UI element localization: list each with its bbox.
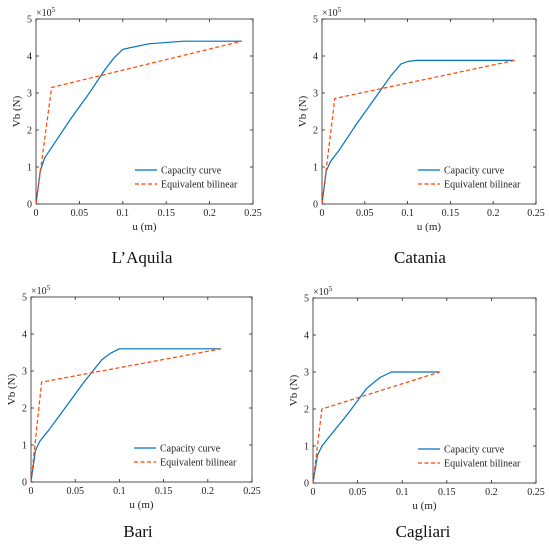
y-tick-label: 2	[22, 404, 27, 415]
x-tick-label: 0.05	[349, 487, 367, 498]
x-tick-label: 0.05	[356, 208, 374, 219]
y-multiplier-exponent: 5	[338, 5, 342, 14]
x-tick-label: 0.1	[396, 487, 409, 498]
legend-label: Capacity curve	[444, 166, 505, 177]
y-tick-label: 2	[304, 405, 309, 416]
plot-frame	[30, 296, 253, 483]
caption-cagliari: Cagliari	[395, 522, 451, 541]
y-multiplier: ×105	[36, 5, 56, 19]
y-tick-label: 4	[27, 52, 32, 63]
y-tick-label: 0	[27, 200, 32, 211]
x-tick-label: 0.2	[485, 487, 498, 498]
x-tick-label: 0.15	[442, 208, 460, 219]
x-axis-label: u (m)	[129, 499, 153, 511]
y-tick-label: 4	[304, 331, 309, 342]
x-tick-label: 0.05	[71, 208, 89, 219]
x-tick-label: 0	[34, 208, 39, 219]
x-tick-label: 0	[311, 487, 316, 498]
x-tick-label: 0	[320, 208, 325, 219]
x-tick-label: 0.25	[243, 486, 261, 497]
y-tick-label: 1	[27, 163, 32, 174]
x-axis-label: u (m)	[417, 221, 441, 233]
legend-label: Equivalent bilinear	[444, 180, 521, 191]
x-tick-label: 0.1	[117, 208, 130, 219]
y-multiplier: ×105	[31, 283, 51, 297]
x-tick-label: 0.25	[527, 487, 545, 498]
caption-laquila: L’Aquila	[111, 248, 173, 267]
legend: Capacity curve Equivalent bilinear	[418, 445, 521, 470]
x-tick-label: 0.25	[527, 208, 545, 219]
legend-label: Capacity curve	[160, 444, 221, 455]
legend-label: Equivalent bilinear	[444, 459, 521, 470]
y-axis-label: Vb (N)	[288, 374, 300, 406]
y-multiplier-exponent: 5	[47, 283, 51, 292]
y-multiplier-exponent: 5	[52, 5, 56, 14]
x-tick-label: 0.1	[113, 486, 126, 497]
y-tick-label: 3	[22, 367, 27, 378]
y-tick-label: 5	[27, 15, 32, 26]
y-tick-label: 5	[22, 293, 27, 304]
capacity-curve-line	[321, 59, 515, 205]
bilinear-line	[35, 40, 242, 205]
y-tick-label: 0	[313, 200, 318, 211]
capacity-curve-line	[35, 40, 242, 205]
y-tick-label: 3	[304, 368, 309, 379]
y-tick-label: 2	[313, 126, 318, 137]
y-tick-label: 5	[304, 294, 309, 305]
x-tick-label: 0.2	[202, 486, 215, 497]
y-tick-label: 1	[304, 442, 309, 453]
x-tick-label: 0.15	[438, 487, 456, 498]
x-tick-label: 0	[29, 486, 34, 497]
legend: Capacity curve Equivalent bilinear	[135, 166, 238, 191]
caption-catania: Catania	[394, 248, 446, 267]
bilinear-line	[321, 59, 515, 205]
x-tick-label: 0.15	[155, 486, 173, 497]
x-tick-label: 0.25	[244, 208, 262, 219]
y-tick-label: 3	[27, 89, 32, 100]
bilinear-line	[30, 348, 222, 483]
x-tick-label: 0.05	[66, 486, 84, 497]
y-tick-label: 4	[22, 330, 27, 341]
legend-label: Capacity curve	[444, 445, 505, 456]
legend: Capacity curve Equivalent bilinear	[134, 444, 237, 469]
y-multiplier: ×105	[322, 5, 342, 19]
y-axis-label: Vb (N)	[297, 95, 309, 127]
capacity-curve-line	[312, 371, 440, 484]
x-tick-label: 0.2	[487, 208, 500, 219]
x-tick-label: 0.15	[157, 208, 175, 219]
legend: Capacity curve Equivalent bilinear	[418, 166, 521, 191]
y-multiplier: ×105	[313, 284, 333, 298]
y-tick-label: 1	[22, 441, 27, 452]
legend-label: Equivalent bilinear	[161, 180, 238, 191]
plot-frame	[312, 297, 537, 484]
caption-bari: Bari	[123, 522, 153, 541]
y-tick-label: 5	[313, 15, 318, 26]
x-axis-label: u (m)	[412, 500, 436, 512]
y-tick-label: 1	[313, 163, 318, 174]
y-axis-label: Vb (N)	[6, 373, 18, 405]
x-axis-label: u (m)	[132, 221, 156, 233]
x-tick-label: 0.1	[401, 208, 414, 219]
capacity-curve-line	[30, 348, 222, 483]
y-tick-label: 0	[304, 479, 309, 490]
y-tick-label: 2	[27, 126, 32, 137]
y-tick-label: 3	[313, 89, 318, 100]
y-multiplier-exponent: 5	[329, 284, 333, 293]
bilinear-line	[312, 371, 440, 484]
y-axis-label: Vb (N)	[11, 95, 23, 127]
plot-frame	[35, 18, 254, 205]
legend-label: Capacity curve	[161, 166, 222, 177]
plot-frame	[321, 18, 537, 205]
y-tick-label: 4	[313, 52, 318, 63]
legend-label: Equivalent bilinear	[160, 458, 237, 469]
y-tick-label: 0	[22, 478, 27, 489]
x-tick-label: 0.2	[203, 208, 216, 219]
